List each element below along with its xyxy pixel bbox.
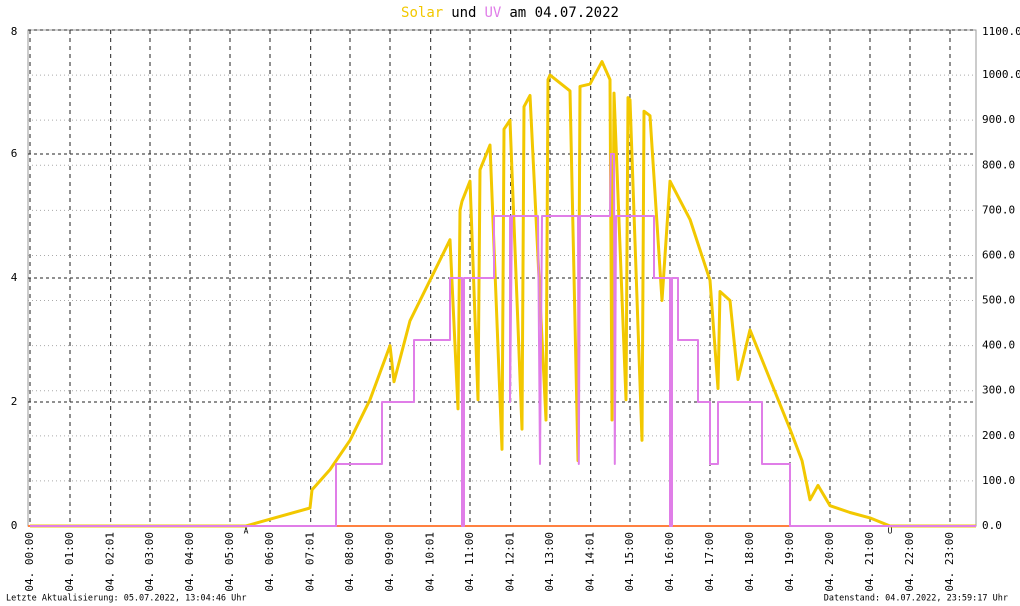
x-tick-label: 04. 19:00 [783, 532, 796, 592]
y2-tick-label: 1000.0 [982, 68, 1020, 81]
y2-tick-label: 200.0 [982, 429, 1015, 442]
title-part: UV [485, 5, 502, 21]
x-tick-label: 04. 05:00 [223, 532, 236, 592]
x-tick-label: 04. 10:01 [424, 532, 437, 592]
x-tick-label: 04. 12:01 [504, 532, 517, 592]
x-tick-label: 04. 00:00 [23, 532, 36, 592]
x-tick-label: 04. 06:00 [263, 532, 276, 592]
y2-tick-label: 600.0 [982, 248, 1015, 261]
x-tick-label: 04. 03:00 [143, 532, 156, 592]
y2-tick-label: 400.0 [982, 339, 1015, 352]
x-tick-label: 04. 20:00 [823, 532, 836, 592]
y2-tick-label: 900.0 [982, 113, 1015, 126]
annotation: U [888, 527, 893, 536]
x-tick-label: 04. 08:00 [343, 532, 356, 592]
y2-tick-label: 0.0 [982, 519, 1002, 532]
title-part: am 04.07.2022 [509, 5, 619, 21]
x-tick-label: 04. 09:00 [383, 532, 396, 592]
x-tick-label: 04. 23:00 [943, 532, 956, 592]
footer-right: Datenstand: 04.07.2022, 23:59:17 Uhr [824, 594, 1008, 604]
x-tick-label: 04. 21:00 [863, 532, 876, 592]
x-tick-label: 04. 04:00 [183, 532, 196, 592]
y2-tick-label: 800.0 [982, 158, 1015, 171]
footer-left: Letzte Aktualisierung: 05.07.2022, 13:04… [6, 594, 247, 604]
y2-tick-label: 1100.0 [982, 25, 1020, 38]
y2-tick-label: 100.0 [982, 474, 1015, 487]
series-line [30, 153, 976, 527]
y-tick-label: 8 [11, 25, 18, 38]
x-tick-label: 04. 18:00 [743, 532, 756, 592]
x-tick-label: 04. 14:01 [584, 532, 597, 592]
chart-title: Solar und UV am 04.07.2022 [401, 5, 619, 21]
y-tick-label: 4 [11, 271, 18, 284]
y2-tick-label: 700.0 [982, 203, 1015, 216]
x-tick-label: 04. 15:00 [623, 532, 636, 592]
y2-tick-label: 300.0 [982, 384, 1015, 397]
annotation: A [244, 527, 249, 536]
y-tick-label: 0 [11, 519, 18, 532]
x-tick-label: 04. 01:00 [63, 532, 76, 592]
y2-tick-label: 500.0 [982, 294, 1015, 307]
x-tick-label: 04. 16:00 [663, 532, 676, 592]
x-tick-label: 04. 13:00 [543, 532, 556, 592]
x-tick-label: 04. 17:00 [703, 532, 716, 592]
x-tick-label: 04. 22:00 [903, 532, 916, 592]
title-part: Solar [401, 5, 443, 21]
x-tick-label: 04. 02:01 [104, 532, 117, 592]
title-part: und [451, 5, 476, 21]
x-tick-label: 04. 07:01 [304, 532, 317, 592]
y-tick-label: 2 [11, 395, 18, 408]
x-tick-label: 04. 11:00 [463, 532, 476, 592]
y-tick-label: 6 [11, 147, 18, 160]
